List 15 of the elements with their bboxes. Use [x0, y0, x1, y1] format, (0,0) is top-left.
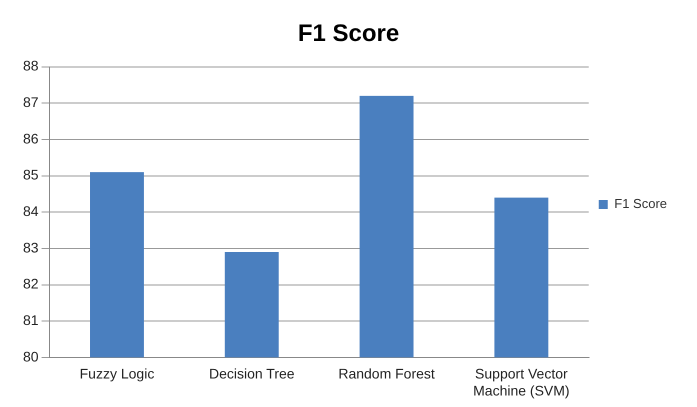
x-tick-label: Support Vector Machine (SVM): [473, 366, 570, 398]
y-tick-label: 81: [22, 312, 39, 328]
y-tick-label: 84: [22, 202, 39, 219]
y-tick-label: 85: [22, 166, 39, 183]
y-tick-label: 82: [22, 276, 39, 292]
y-tick-label: 86: [22, 130, 39, 146]
x-tick-label: Decision Tree: [208, 366, 295, 382]
y-tick-label: 87: [22, 94, 39, 110]
legend-label: F1 Score: [614, 196, 668, 212]
y-tick-label: 80: [22, 348, 39, 364]
x-tick-label: Random Forest: [338, 366, 435, 382]
x-tick-label: Fuzzy Logic: [80, 366, 154, 382]
y-tick-label: 83: [22, 239, 39, 256]
chart-title: F1 Score: [298, 20, 400, 48]
y-tick-label: 88: [22, 58, 39, 74]
